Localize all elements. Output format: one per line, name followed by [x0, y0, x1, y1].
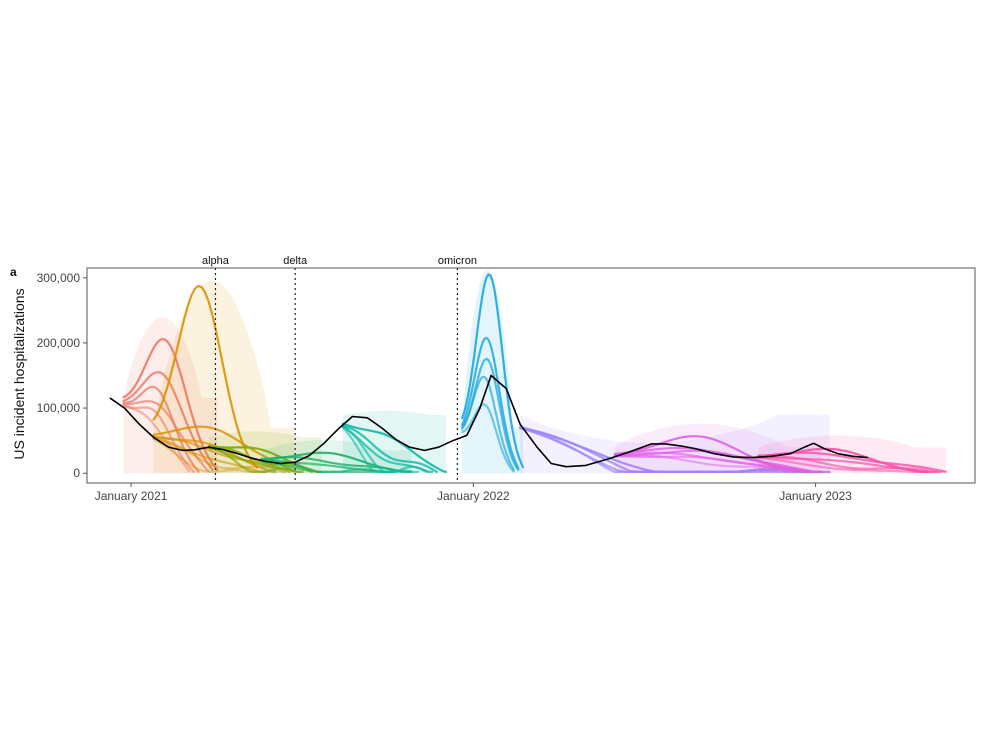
forecast-line-3-4 [207, 447, 300, 473]
forecast-line-6-5 [461, 403, 515, 473]
plot-area: alpha delta omicron 0 100,000 200,000 300,000 J… [37, 255, 976, 503]
forecast-line-1-5 [122, 403, 195, 473]
y-axis-title: US incident hospitalizations [11, 288, 27, 459]
x-tick-label: January 2021 [95, 489, 168, 503]
plot-frame [86, 267, 976, 484]
forecast-band-2 [153, 280, 295, 474]
forecast-line-2-1 [152, 284, 258, 469]
forecast-line-6-1 [461, 273, 525, 469]
y-tick-label: 300,000 [37, 271, 81, 285]
forecast-line-6-4 [461, 375, 515, 471]
forecast-band-8 [614, 423, 822, 474]
panel-label: a [10, 265, 17, 279]
forecast-line-1-1 [122, 338, 219, 471]
forecast-line-9-3 [757, 455, 943, 473]
forecast-line-4-5 [260, 459, 375, 473]
x-tick-label: January 2022 [437, 489, 510, 503]
forecast-band-7 [520, 414, 830, 474]
forecast-line-1-6 [122, 404, 191, 473]
forecast-line-2-6 [152, 437, 286, 473]
forecast-line-5-2 [341, 424, 438, 473]
variant-label-alpha: alpha [202, 255, 230, 267]
variant-label-omicron: omicron [438, 255, 477, 267]
x-tick-label: January 2023 [779, 489, 852, 503]
forecast-line-9-5 [757, 456, 934, 473]
y-tick-label: 0 [73, 466, 80, 480]
forecast-line-1-2 [122, 371, 214, 471]
forecast-line-9-4 [757, 455, 938, 473]
forecast-line-5-5 [341, 426, 420, 473]
forecast-band-1 [123, 316, 218, 474]
observed-line [109, 374, 869, 468]
forecast-line-7-4 [519, 427, 803, 473]
plot-content [109, 270, 948, 474]
forecast-line-6-2 [461, 336, 520, 470]
y-tick-label: 100,000 [37, 401, 81, 415]
variant-label-delta: delta [283, 255, 308, 267]
y-tick-label: 200,000 [37, 336, 81, 350]
forecast-line-8-6 [613, 454, 809, 473]
forecast-line-2-7 [152, 438, 258, 473]
forecast-line-1-3 [122, 385, 200, 473]
